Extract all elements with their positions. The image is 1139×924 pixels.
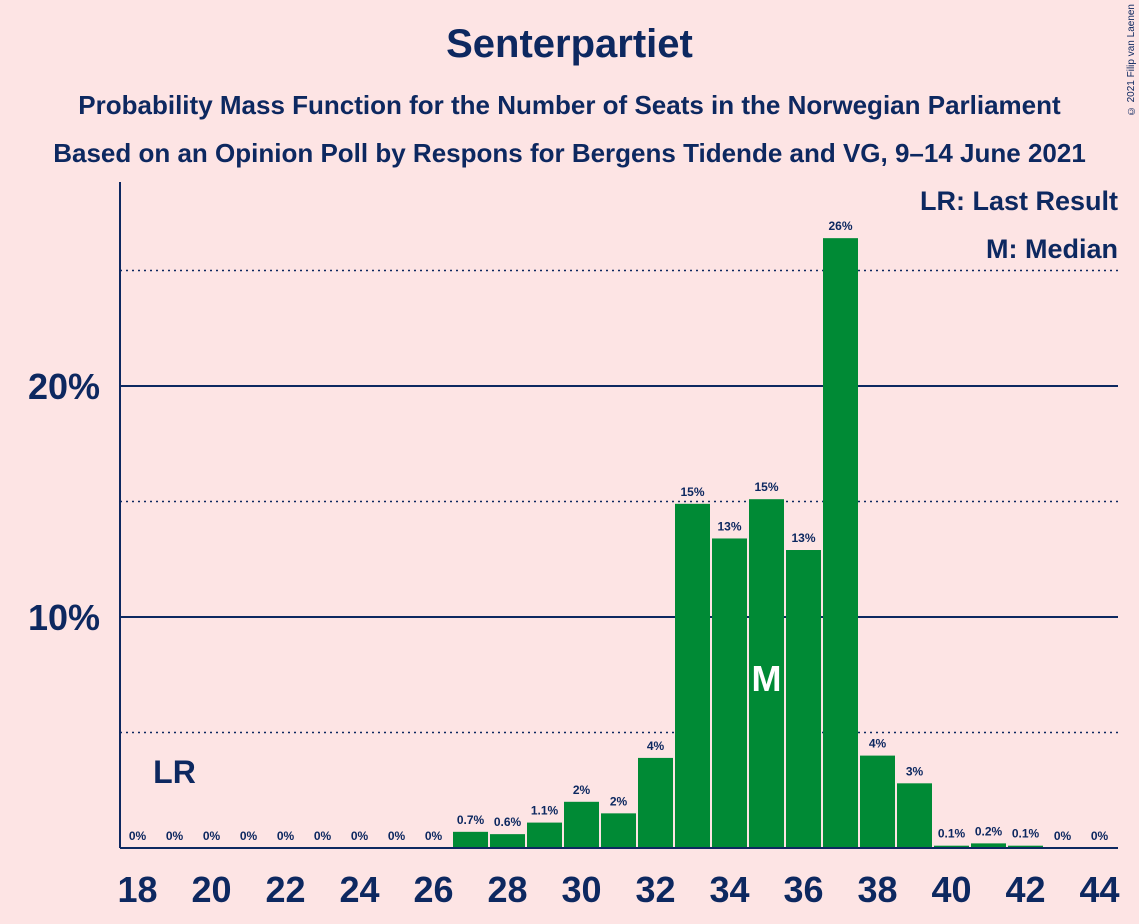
legend-entry: M: Median: [986, 234, 1118, 264]
y-tick-label: 10%: [28, 597, 100, 638]
data-label: 0%: [314, 829, 332, 843]
x-tick-label: 18: [117, 869, 157, 910]
chart-subtitle-2: Based on an Opinion Poll by Respons for …: [53, 138, 1086, 168]
data-label: 4%: [647, 739, 665, 753]
x-tick-label: 44: [1079, 869, 1119, 910]
last-result-marker: LR: [153, 754, 196, 790]
bar: [749, 499, 784, 848]
x-tick-label: 42: [1005, 869, 1045, 910]
x-tick-label: 40: [931, 869, 971, 910]
data-label: 13%: [717, 519, 741, 533]
bar: [453, 831, 488, 848]
data-label: 26%: [828, 219, 852, 233]
data-label: 0%: [1054, 829, 1072, 843]
bar: [712, 538, 747, 848]
data-label: 0.1%: [938, 827, 966, 841]
legend-entry: LR: Last Result: [920, 186, 1118, 216]
chart-title: Senterpartiet: [446, 22, 693, 66]
bar: [564, 801, 599, 848]
bar: [601, 813, 636, 848]
x-tick-label: 36: [783, 869, 823, 910]
data-label: 0%: [129, 829, 147, 843]
median-marker: M: [752, 658, 782, 699]
x-tick-label: 34: [709, 869, 749, 910]
x-tick-label: 26: [413, 869, 453, 910]
data-label: 0.1%: [1012, 827, 1040, 841]
x-tick-label: 24: [339, 869, 379, 910]
data-label: 15%: [680, 485, 704, 499]
bar: [1008, 845, 1043, 848]
x-tick-label: 38: [857, 869, 897, 910]
data-label: 0%: [203, 829, 221, 843]
data-label: 0%: [388, 829, 406, 843]
y-tick-label: 20%: [28, 366, 100, 407]
data-label: 4%: [869, 737, 887, 751]
x-tick-label: 20: [191, 869, 231, 910]
x-tick-label: 22: [265, 869, 305, 910]
bar: [971, 843, 1006, 848]
data-label: 0%: [166, 829, 184, 843]
bar: [823, 238, 858, 848]
bar: [934, 845, 969, 848]
data-label: 0%: [1091, 829, 1109, 843]
data-label: 0%: [351, 829, 369, 843]
chart-subtitle: Probability Mass Function for the Number…: [78, 90, 1061, 120]
data-label: 0.6%: [494, 815, 522, 829]
x-tick-label: 30: [561, 869, 601, 910]
data-label: 0%: [277, 829, 295, 843]
data-label: 13%: [791, 531, 815, 545]
bar: [675, 503, 710, 848]
x-tick-label: 28: [487, 869, 527, 910]
data-label: 3%: [906, 764, 924, 778]
data-label: 0%: [425, 829, 443, 843]
data-label: 0%: [240, 829, 258, 843]
bar: [786, 550, 821, 848]
data-label: 2%: [573, 783, 591, 797]
bar: [897, 783, 932, 848]
data-label: 0.2%: [975, 824, 1003, 838]
data-label: 2%: [610, 794, 628, 808]
data-label: 15%: [754, 480, 778, 494]
data-label: 1.1%: [531, 804, 559, 818]
data-label: 0.7%: [457, 813, 485, 827]
bar: [638, 757, 673, 848]
bar: [490, 834, 525, 848]
bar: [527, 822, 562, 848]
bar: [860, 755, 895, 848]
x-tick-label: 32: [635, 869, 675, 910]
